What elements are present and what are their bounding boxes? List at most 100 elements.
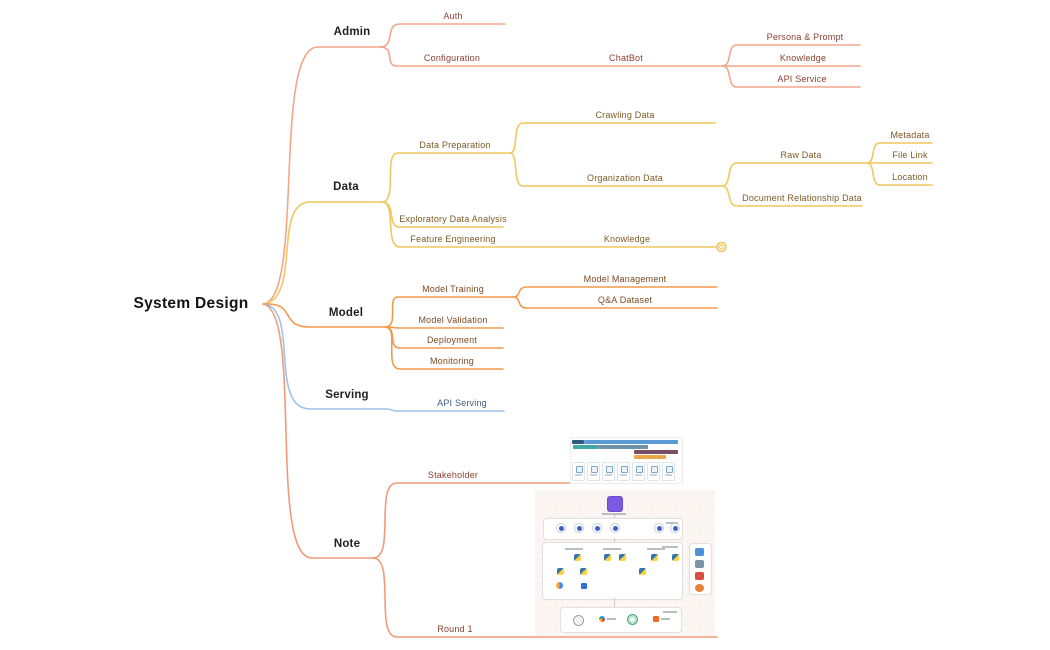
service-icon (670, 523, 680, 533)
service-icon (556, 523, 566, 533)
python-icon (672, 554, 679, 561)
node-auth[interactable]: Auth (443, 11, 463, 21)
tool-icon (695, 584, 704, 592)
service-icon (574, 523, 584, 533)
collapsed-node-icon[interactable] (716, 241, 727, 253)
node-document-relationship-data[interactable]: Document Relationship Data (742, 193, 862, 203)
group-label-line (565, 548, 583, 550)
card-icon (666, 466, 673, 473)
node-qa-dataset[interactable]: Q&A Dataset (597, 295, 653, 305)
node-deployment[interactable]: Deployment (426, 335, 478, 345)
serving-branch-lines (262, 303, 505, 412)
node-model-management[interactable]: Model Management (583, 274, 667, 284)
node-metadata[interactable]: Metadata (890, 130, 930, 140)
node-admin[interactable]: Admin (333, 26, 371, 38)
node-configuration[interactable]: Configuration (423, 53, 481, 63)
gantt-bar (634, 455, 666, 459)
node-model-training[interactable]: Model Training (422, 284, 484, 294)
caption-line (602, 513, 626, 515)
node-data[interactable]: Data (333, 181, 359, 193)
group-label-line (647, 548, 665, 550)
admin-branch-lines (262, 23, 861, 305)
stakeholder-card (587, 462, 600, 481)
node-model-validation[interactable]: Model Validation (418, 315, 488, 325)
box-label-line (662, 546, 678, 548)
stakeholder-image-thumbnail[interactable] (570, 437, 683, 484)
box-label-line (663, 611, 677, 613)
card-text (575, 474, 582, 476)
node-api-serving[interactable]: API Serving (437, 398, 487, 408)
python-icon (574, 554, 581, 561)
node-exploratory-data-analysis[interactable]: Exploratory Data Analysis (399, 214, 507, 224)
node-file-link[interactable]: File Link (892, 150, 928, 160)
python-icon (604, 554, 611, 561)
collapsed-node-icon-inner (719, 244, 724, 250)
word-doc-icon (581, 583, 587, 589)
card-icon (636, 466, 643, 473)
node-knowledge-chatbot[interactable]: Knowledge (779, 53, 827, 63)
app-logo-icon (607, 496, 623, 512)
card-icon (621, 466, 628, 473)
service-icon (592, 523, 602, 533)
box-label-line (666, 522, 678, 524)
pipeline-box (542, 542, 683, 600)
card-icon (651, 466, 658, 473)
gantt-bar (584, 440, 678, 444)
node-monitoring[interactable]: Monitoring (429, 356, 475, 366)
google-icon (599, 616, 605, 622)
connector-line (614, 598, 615, 607)
huggingface-icon (653, 616, 659, 622)
connector-line (614, 538, 615, 542)
node-persona-prompt[interactable]: Persona & Prompt (766, 32, 844, 42)
logo-text-line (661, 618, 670, 620)
data-branch-lines (262, 122, 933, 305)
node-round1[interactable]: Round 1 (437, 624, 473, 634)
card-text (590, 474, 597, 476)
node-knowledge-feature[interactable]: Knowledge (603, 234, 651, 244)
chart-icon (556, 582, 563, 589)
round1-architecture-image[interactable] (535, 490, 715, 636)
stakeholder-card (617, 462, 630, 481)
node-note[interactable]: Note (333, 538, 361, 550)
node-serving[interactable]: Serving (325, 389, 369, 401)
stakeholder-card (662, 462, 675, 481)
service-icon (610, 523, 620, 533)
node-model[interactable]: Model (328, 307, 364, 319)
node-organization-data[interactable]: Organization Data (587, 173, 663, 183)
card-text (665, 474, 672, 476)
node-location[interactable]: Location (892, 172, 928, 182)
gantt-bar (634, 450, 678, 454)
tool-icon (695, 572, 704, 580)
tool-icon (695, 560, 704, 568)
node-raw-data[interactable]: Raw Data (780, 150, 822, 160)
note-branch-lines (262, 303, 718, 638)
card-text (605, 474, 612, 476)
python-icon (639, 568, 646, 575)
gantt-bar (573, 445, 598, 449)
service-icon (654, 523, 664, 533)
card-icon (591, 466, 598, 473)
node-stakeholder[interactable]: Stakeholder (427, 470, 479, 480)
node-api-service[interactable]: API Service (777, 74, 827, 84)
llm-providers-box (560, 607, 682, 633)
node-data-preparation[interactable]: Data Preparation (419, 140, 491, 150)
tools-strip-box (689, 543, 712, 595)
group-label-line (603, 548, 621, 550)
root-topic[interactable]: System Design (133, 295, 249, 312)
python-icon (651, 554, 658, 561)
node-chatbot[interactable]: ChatBot (609, 53, 643, 63)
python-icon (557, 568, 564, 575)
stakeholder-card (647, 462, 660, 481)
api-layer-box (543, 518, 683, 540)
stakeholder-card (632, 462, 645, 481)
gantt-bar (572, 440, 584, 444)
card-text (620, 474, 627, 476)
stakeholder-card (572, 462, 585, 481)
node-feature-engineering[interactable]: Feature Engineering (410, 234, 496, 244)
connector-line (614, 515, 615, 518)
node-crawling-data[interactable]: Crawling Data (595, 110, 655, 120)
stakeholder-card (602, 462, 615, 481)
brain-icon (573, 615, 584, 626)
